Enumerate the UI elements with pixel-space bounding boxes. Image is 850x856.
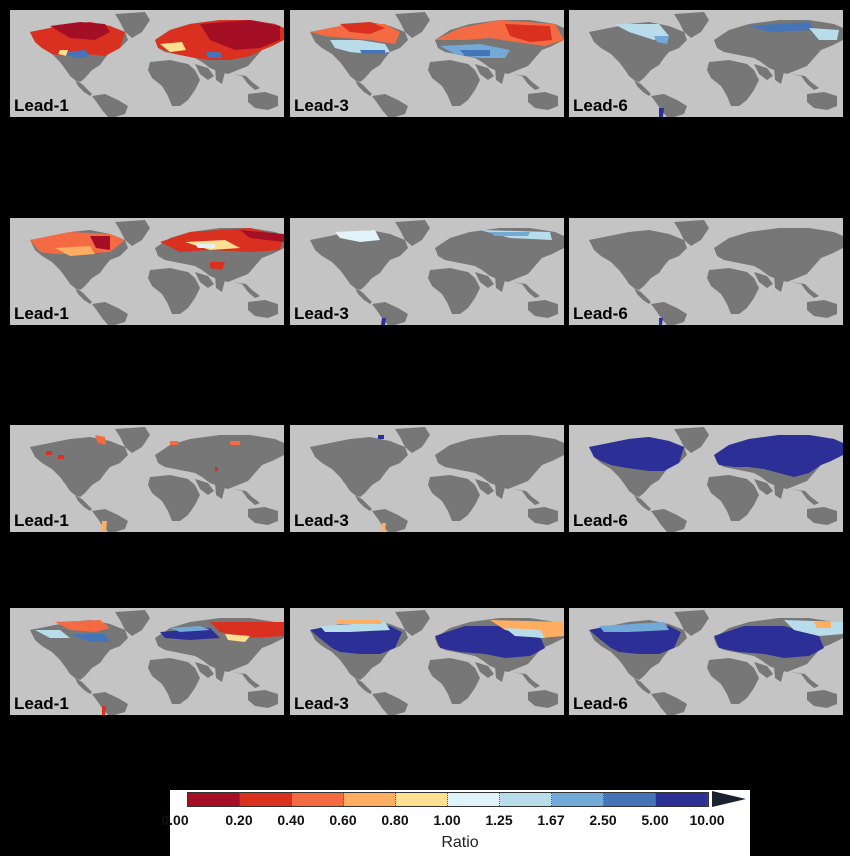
map-panel-b-lead1: Lead-1: [10, 218, 284, 325]
map-panel-c-lead6: Lead-6: [569, 425, 843, 532]
lead-label: Lead-1: [14, 304, 69, 323]
colorbar-strip: [187, 792, 709, 807]
colorbar-tick: 0.60: [329, 812, 357, 828]
colorbar-segment: [552, 793, 604, 806]
colorbar-tick: 10.00: [689, 812, 725, 828]
row-caption-a: (a) Forecast period: January to June: [267, 165, 583, 190]
row-caption-d: (d) Forecast period: October to March: [257, 738, 593, 763]
colorbar-tick: 0.80: [381, 812, 409, 828]
colorbar-tick: 1.67: [537, 812, 565, 828]
colorbar-tick: 0.20: [225, 812, 253, 828]
map-panel-d-lead1: Lead-1: [10, 608, 284, 715]
map-panel-a-lead6: Lead-6: [569, 10, 843, 117]
lead-label: Lead-6: [573, 694, 628, 713]
lead-label: Lead-3: [294, 96, 349, 115]
colorbar-tick: 1.00: [433, 812, 461, 828]
lead-label: Lead-6: [573, 304, 628, 323]
colorbar-tick: 0.00: [161, 812, 189, 828]
lead-label: Lead-1: [14, 694, 69, 713]
colorbar-tick: 2.50: [589, 812, 617, 828]
colorbar-segment: [188, 793, 240, 806]
colorbar-segment: [448, 793, 500, 806]
lead-label: Lead-3: [294, 304, 349, 323]
colorbar-segment: [604, 793, 656, 806]
map-panel-a-lead1: Lead-1: [10, 10, 284, 117]
map-panel-c-lead1: Lead-1: [10, 425, 284, 532]
colorbar-tick: 5.00: [641, 812, 669, 828]
map-panel-c-lead3: Lead-3: [290, 425, 564, 532]
row-caption-c: (c) Forecast period: July to December: [258, 555, 592, 580]
colorbar-segment: [292, 793, 344, 806]
lead-label: Lead-3: [294, 511, 349, 530]
map-panel-d-lead3: Lead-3: [290, 608, 564, 715]
lead-label: Lead-1: [14, 511, 69, 530]
colorbar-extend-arrow: [712, 791, 746, 807]
colorbar-tick: 1.25: [485, 812, 513, 828]
lead-label: Lead-6: [573, 96, 628, 115]
colorbar-segment: [240, 793, 292, 806]
colorbar-segment: [344, 793, 396, 806]
colorbar-label: Ratio: [441, 834, 479, 851]
colorbar-segment: [656, 793, 708, 806]
lead-label: Lead-3: [294, 694, 349, 713]
map-panel-a-lead3: Lead-3: [290, 10, 564, 117]
colorbar-segment: [396, 793, 448, 806]
colorbar-segment: [500, 793, 552, 806]
map-panel-b-lead6: Lead-6: [569, 218, 843, 325]
lead-label: Lead-6: [573, 511, 628, 530]
row-caption-b: (b) Forecast period: April to September: [251, 372, 599, 397]
map-panel-d-lead6: Lead-6: [569, 608, 843, 715]
colorbar-tick: 0.40: [277, 812, 305, 828]
colorbar: 0.00 0.20 0.40 0.60 0.80 1.00 1.25 1.67 …: [161, 790, 750, 856]
map-panel-b-lead3: Lead-3: [290, 218, 564, 325]
lead-label: Lead-1: [14, 96, 69, 115]
